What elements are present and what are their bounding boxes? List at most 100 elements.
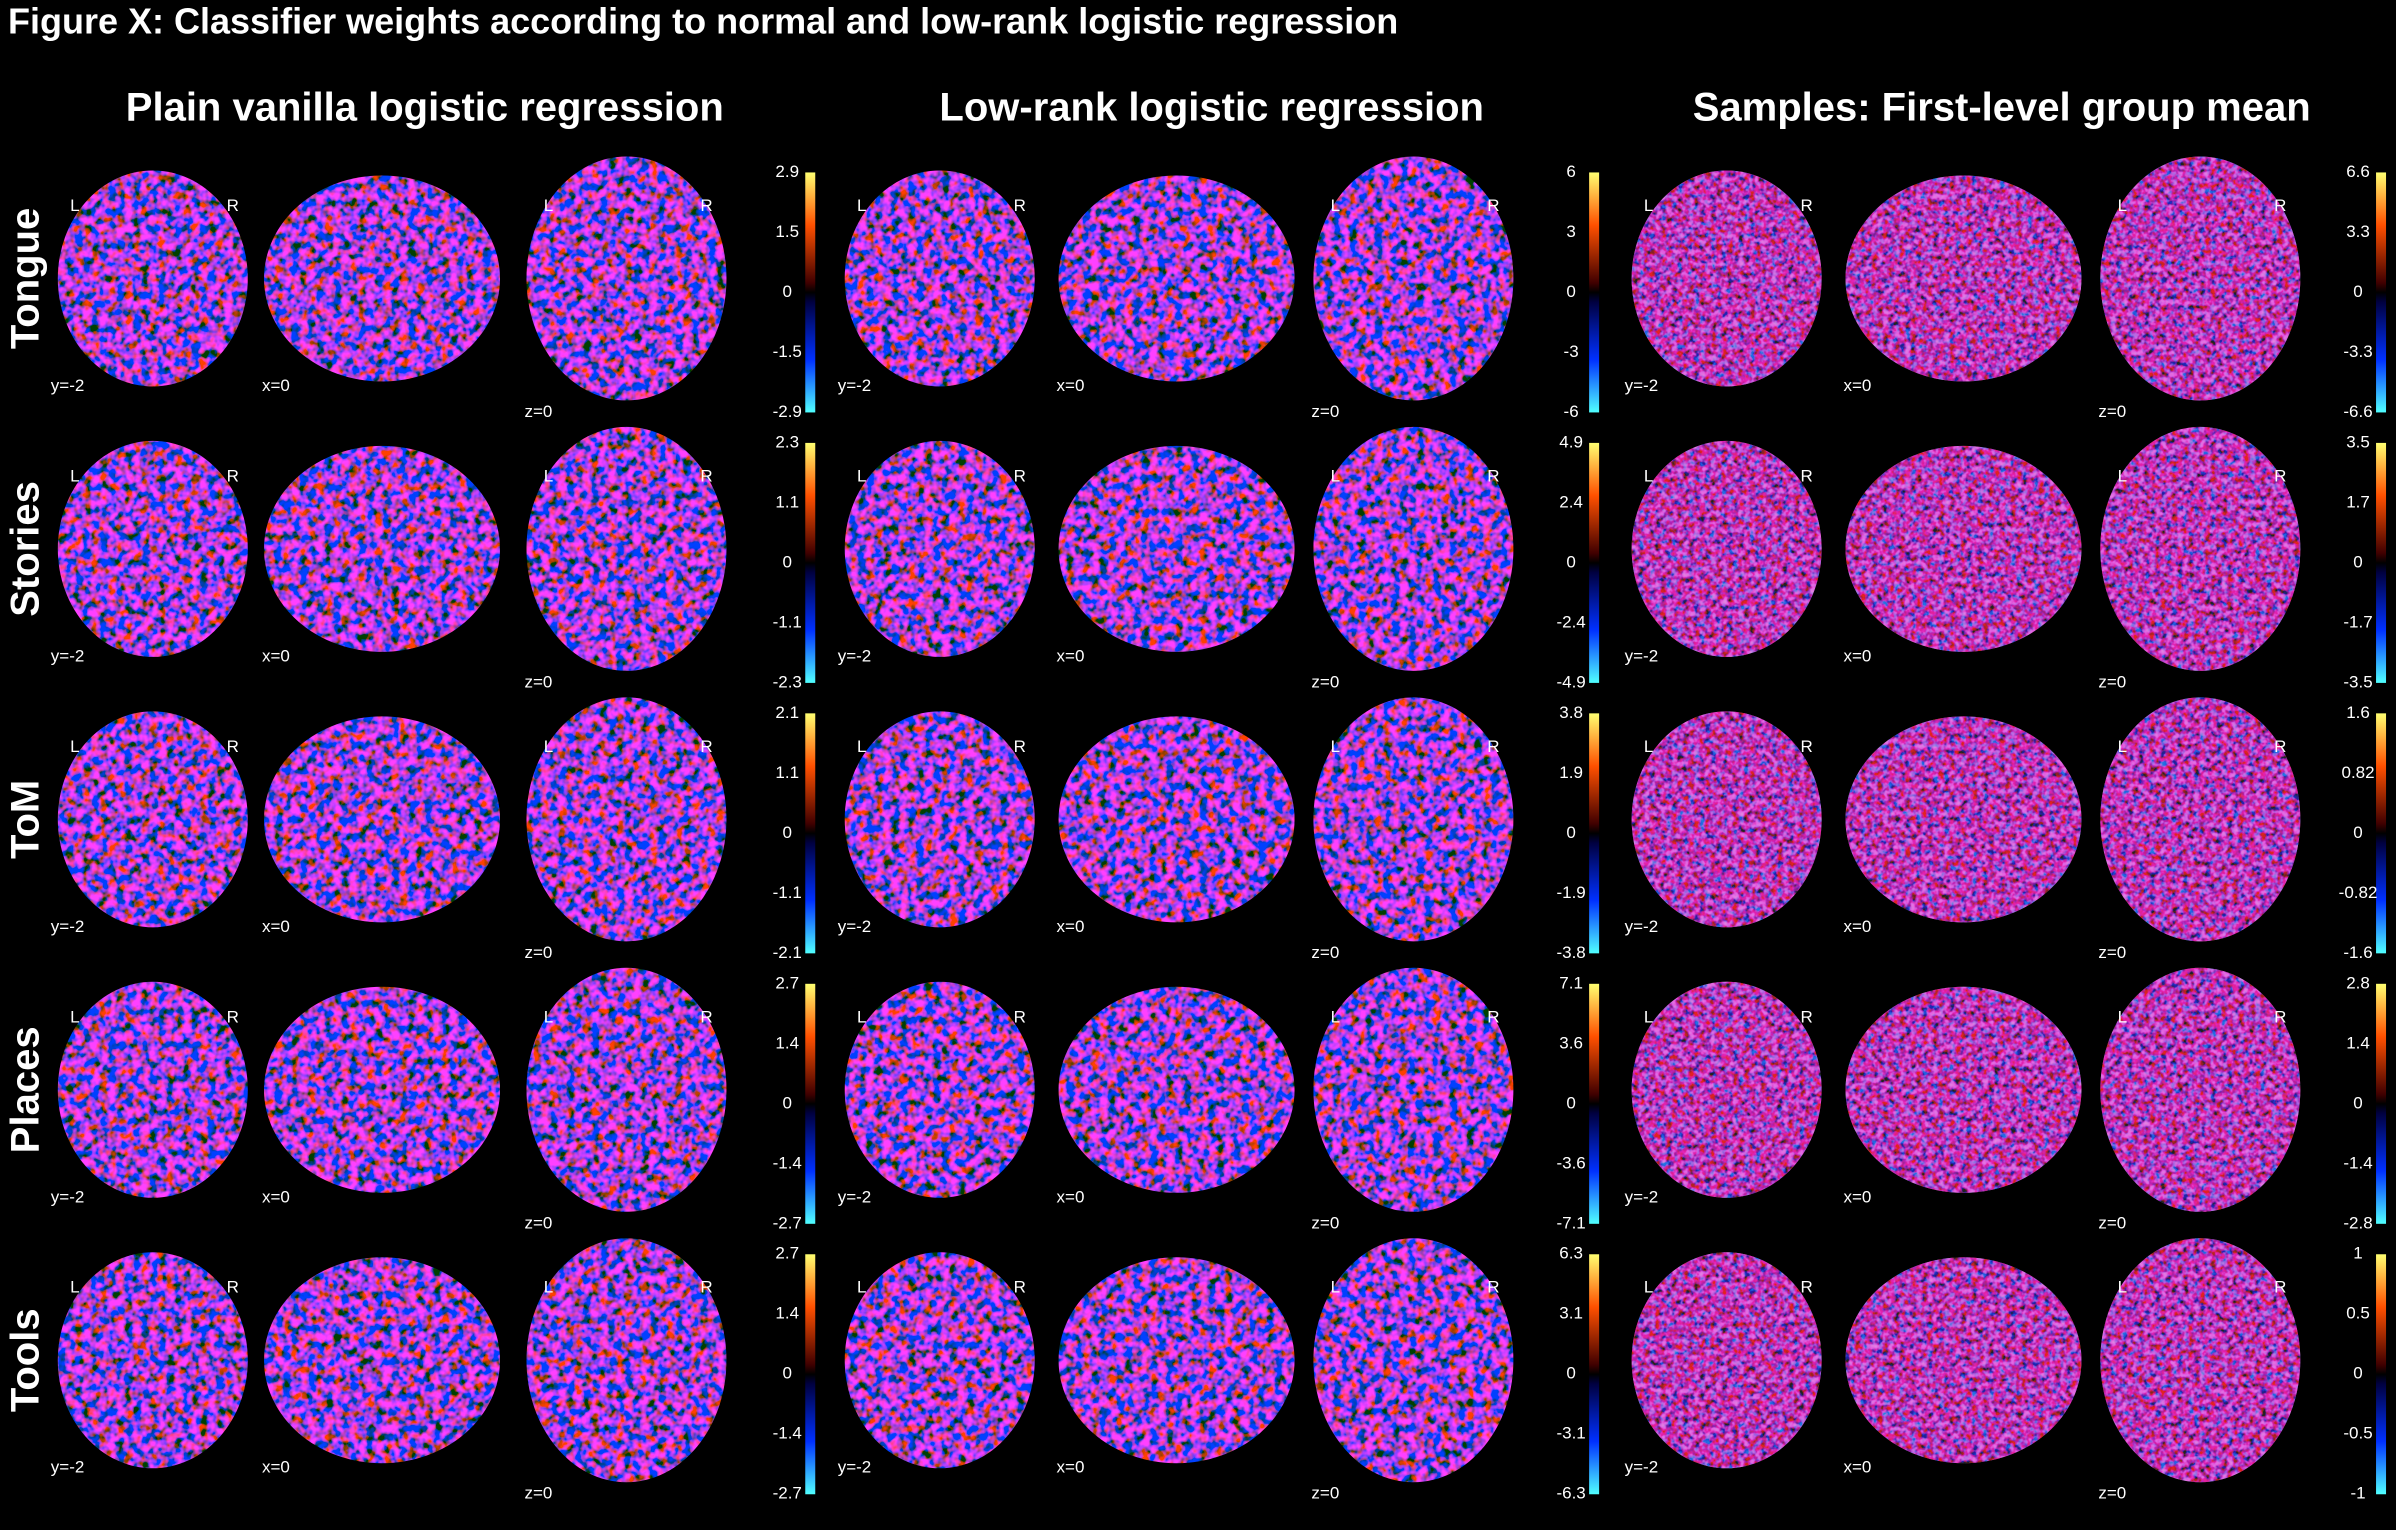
colorbar-tick-label: 0 bbox=[2353, 552, 2362, 571]
coordinate-label: y=-2 bbox=[838, 1187, 872, 1206]
colorbar-tick-label: 6.6 bbox=[2346, 162, 2370, 181]
coordinate-label: x=0 bbox=[1843, 1458, 1871, 1477]
coordinate-label: y=-2 bbox=[51, 376, 85, 395]
left-label: L bbox=[1644, 737, 1653, 756]
brain-slice bbox=[526, 1238, 727, 1483]
colorbar-tick-label: -1.5 bbox=[773, 342, 802, 361]
left-label: L bbox=[857, 466, 866, 485]
colorbar-tick-label: 2.9 bbox=[775, 162, 799, 181]
coordinate-label: z=0 bbox=[524, 402, 552, 421]
coordinate-label: x=0 bbox=[1843, 376, 1871, 395]
colorbar-tick-label: 6 bbox=[1566, 162, 1575, 181]
colorbar-tick-label: -2.9 bbox=[773, 402, 802, 421]
colorbar-tick-label: 0 bbox=[2353, 1093, 2362, 1112]
left-label: L bbox=[544, 466, 553, 485]
colorbar-tick-label: -4.9 bbox=[1556, 672, 1585, 691]
coordinate-label: x=0 bbox=[262, 376, 290, 395]
coordinate-label: z=0 bbox=[1311, 672, 1339, 691]
right-label: R bbox=[227, 196, 239, 215]
brain-slice bbox=[1058, 986, 1295, 1193]
colorbar bbox=[805, 172, 816, 413]
coordinate-label: y=-2 bbox=[1625, 376, 1659, 395]
brain-slice bbox=[844, 981, 1035, 1198]
row-label: Places bbox=[4, 1026, 48, 1153]
coordinate-label: z=0 bbox=[1311, 1484, 1339, 1503]
colorbar-tick-label: 3.1 bbox=[1559, 1304, 1583, 1323]
brain-slice bbox=[844, 440, 1035, 657]
left-label: L bbox=[70, 1278, 79, 1297]
colorbar-tick-label: 3.6 bbox=[1559, 1033, 1583, 1052]
coordinate-label: z=0 bbox=[2098, 943, 2126, 962]
coordinate-label: y=-2 bbox=[838, 917, 872, 936]
brain-slice bbox=[57, 711, 248, 928]
brain-slice bbox=[2100, 1238, 2301, 1483]
left-label: L bbox=[2118, 737, 2127, 756]
right-label: R bbox=[700, 1278, 712, 1297]
brain-slice bbox=[57, 1252, 248, 1469]
coordinate-label: x=0 bbox=[262, 646, 290, 665]
coordinate-label: x=0 bbox=[1057, 1458, 1085, 1477]
brain-slice bbox=[264, 1257, 500, 1464]
right-label: R bbox=[1487, 737, 1499, 756]
colorbar-tick-label: -2.3 bbox=[773, 672, 802, 691]
left-label: L bbox=[544, 1007, 553, 1026]
colorbar bbox=[2376, 172, 2387, 413]
brain-slice bbox=[1845, 445, 2082, 652]
left-label: L bbox=[70, 466, 79, 485]
coordinate-label: y=-2 bbox=[838, 1458, 872, 1477]
row-label: Tongue bbox=[4, 208, 48, 349]
colorbar-tick-label: 0.82 bbox=[2341, 763, 2374, 782]
colorbar-tick-label: -2.4 bbox=[1556, 612, 1585, 631]
left-label: L bbox=[857, 196, 866, 215]
colorbar-tick-label: -3.8 bbox=[1556, 943, 1585, 962]
right-label: R bbox=[700, 196, 712, 215]
left-label: L bbox=[70, 1007, 79, 1026]
colorbar bbox=[1589, 172, 1600, 413]
left-label: L bbox=[1331, 1278, 1340, 1297]
colorbar-tick-label: 1.5 bbox=[775, 222, 799, 241]
colorbar-tick-label: 0 bbox=[1566, 282, 1575, 301]
right-label: R bbox=[1014, 1278, 1026, 1297]
right-label: R bbox=[2274, 196, 2286, 215]
colorbar-tick-label: 0 bbox=[1566, 1364, 1575, 1383]
left-label: L bbox=[2118, 466, 2127, 485]
left-label: L bbox=[544, 1278, 553, 1297]
left-label: L bbox=[857, 737, 866, 756]
colorbar bbox=[1589, 713, 1600, 954]
colorbar-tick-label: -3.1 bbox=[1556, 1424, 1585, 1443]
colorbar-tick-label: 0 bbox=[783, 282, 792, 301]
colorbar-tick-label: -1.1 bbox=[773, 612, 802, 631]
brain-slice bbox=[264, 716, 500, 923]
coordinate-label: z=0 bbox=[2098, 1484, 2126, 1503]
coordinate-label: z=0 bbox=[2098, 672, 2126, 691]
colorbar-tick-label: 2.3 bbox=[775, 432, 799, 451]
colorbar-tick-label: 1.4 bbox=[775, 1033, 799, 1052]
colorbar-tick-label: -3.3 bbox=[2343, 342, 2372, 361]
left-label: L bbox=[2118, 1007, 2127, 1026]
brain-slice bbox=[1631, 981, 1822, 1198]
right-label: R bbox=[1014, 737, 1026, 756]
left-label: L bbox=[2118, 1278, 2127, 1297]
coordinate-label: z=0 bbox=[1311, 1213, 1339, 1232]
brain-slice bbox=[844, 1252, 1035, 1469]
right-label: R bbox=[1800, 737, 1812, 756]
coordinate-label: y=-2 bbox=[51, 917, 85, 936]
colorbar-tick-label: 1.1 bbox=[775, 492, 799, 511]
colorbar-tick-label: -1.9 bbox=[1556, 883, 1585, 902]
column-title: Samples: First-level group mean bbox=[1693, 86, 2311, 130]
left-label: L bbox=[70, 196, 79, 215]
colorbar-tick-label: -2.7 bbox=[773, 1213, 802, 1232]
right-label: R bbox=[2274, 737, 2286, 756]
colorbar-tick-label: 0 bbox=[1566, 552, 1575, 571]
colorbar-tick-label: 2.7 bbox=[775, 1244, 799, 1263]
colorbar-tick-label: -1.4 bbox=[773, 1153, 802, 1172]
colorbar-tick-label: -1.6 bbox=[2343, 943, 2372, 962]
colorbar-tick-label: 0 bbox=[2353, 823, 2362, 842]
left-label: L bbox=[1331, 1007, 1340, 1026]
coordinate-label: x=0 bbox=[262, 1458, 290, 1477]
colorbar-tick-label: 0 bbox=[783, 1093, 792, 1112]
colorbar-tick-label: 7.1 bbox=[1559, 973, 1583, 992]
brain-slice bbox=[1313, 967, 1514, 1212]
colorbar-tick-label: -6.3 bbox=[1556, 1484, 1585, 1503]
right-label: R bbox=[1800, 466, 1812, 485]
